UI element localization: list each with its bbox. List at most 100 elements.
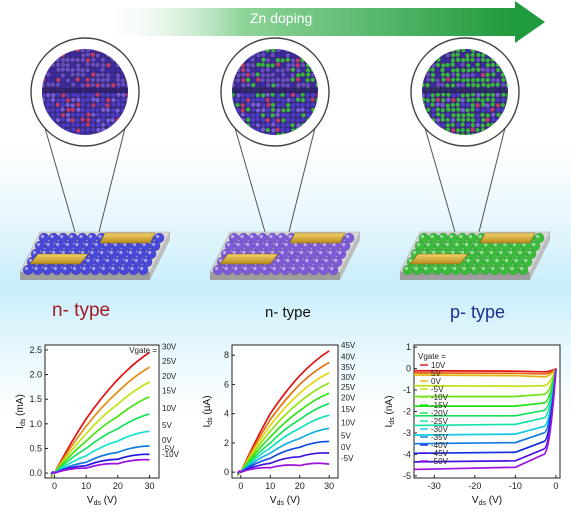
y-tick-label: -3 <box>403 428 411 438</box>
electrode-left <box>219 253 279 265</box>
series-curve--30V <box>414 368 557 436</box>
zoom-line <box>478 127 506 233</box>
y-tick-label: -4 <box>403 449 411 459</box>
nanocrystal-icon <box>42 49 128 135</box>
y-tick-label: 0 <box>224 467 229 477</box>
iv-chart-3: -30 -20 -10 0 1 0 -1 -2 -3 -4 -5 Vds (V) Ids (nA) Vga… <box>384 342 561 507</box>
substrate-side <box>530 232 550 280</box>
zoom-line <box>98 127 126 233</box>
zoom-line <box>288 127 316 233</box>
legend-entry: -35V <box>431 433 449 442</box>
series-curve-0V <box>414 368 557 378</box>
substrate-edge <box>400 272 530 280</box>
x-tick-label: 30 <box>144 481 154 491</box>
legend-entry: 20V <box>162 372 177 381</box>
legend-entry: -20V <box>431 409 449 418</box>
nanocrystal-icon <box>232 49 318 135</box>
series-curve--10V <box>414 368 557 398</box>
x-tick-label: 0 <box>553 481 558 491</box>
legend-entry: 35V <box>341 363 356 372</box>
legend-entry: -25V <box>431 417 449 426</box>
series-curve-5V <box>414 367 557 375</box>
legend-entry: 30V <box>341 373 356 382</box>
legend-entry: -30V <box>431 425 449 434</box>
arrow-label: Zn doping <box>250 10 313 26</box>
substrate-side <box>150 232 170 280</box>
arrow-head <box>515 1 545 43</box>
y-axis-label: Ids (nA) <box>384 396 396 428</box>
y-tick-label: 0.0 <box>29 468 42 478</box>
y-tick-label: -1 <box>403 385 411 395</box>
legend-entry: 15V <box>162 387 177 396</box>
legend-entry: 45V <box>341 341 356 350</box>
legend-entry: 15V <box>341 405 356 414</box>
legend-entry: -10V <box>162 450 180 459</box>
x-tick-label: 10 <box>81 481 91 491</box>
y-axis-label: Ids (µA) <box>202 395 214 427</box>
y-tick-label: 8 <box>224 350 229 360</box>
legend-entry: -10V <box>431 393 449 402</box>
legend-entry: 0V <box>341 443 351 452</box>
series-curve--35V <box>414 368 557 445</box>
series-curve--5V <box>414 368 557 388</box>
y-tick-label: -2 <box>403 407 411 417</box>
x-tick-label: 0 <box>238 481 243 491</box>
zoom-line <box>234 127 266 233</box>
legend-entry: 25V <box>341 383 356 392</box>
legend-title: Vgate = <box>129 346 157 355</box>
electrode-right <box>289 232 346 244</box>
x-tick-label: 0 <box>52 481 57 491</box>
legend-entry: 10V <box>341 418 356 427</box>
type-label-3: p- type <box>450 302 506 322</box>
x-axis-label: Vds (V) <box>87 495 117 507</box>
x-tick-label: -30 <box>428 481 441 491</box>
particle-panel-3 <box>399 37 551 280</box>
x-tick-label: 30 <box>324 481 334 491</box>
series-curve--15V <box>414 368 557 407</box>
electrode-right <box>479 232 536 244</box>
zn-doping-arrow <box>95 1 545 43</box>
x-tick-label: -10 <box>509 481 522 491</box>
legend-entry: 30V <box>162 342 177 351</box>
zoom-line <box>424 127 456 233</box>
series-curve--25V <box>414 368 557 427</box>
y-tick-label: 1.0 <box>29 419 42 429</box>
particle-panel-1 <box>19 37 171 280</box>
y-tick-label: 2.5 <box>29 345 42 355</box>
x-tick-label: 10 <box>265 481 275 491</box>
series-curve--5V <box>237 462 330 474</box>
legend-entry: 25V <box>162 357 177 366</box>
x-tick-label: -20 <box>468 481 481 491</box>
y-tick-label: 0.5 <box>29 443 42 453</box>
electrode-right <box>99 232 156 244</box>
arrow-shaft <box>95 8 515 36</box>
legend-entry: 5V <box>341 431 351 440</box>
series-curve--40V <box>414 368 557 455</box>
type-label-1: n- type <box>52 300 111 321</box>
legend-entry: -50V <box>431 457 449 466</box>
y-tick-label: 0 <box>406 364 411 374</box>
y-tick-label: 2 <box>224 438 229 448</box>
y-tick-label: -5 <box>403 471 411 481</box>
x-axis-label: Vds (V) <box>270 495 300 507</box>
y-tick-label: 6 <box>224 379 229 389</box>
substrate-edge <box>20 272 150 280</box>
legend-entry: -5V <box>341 454 354 463</box>
iv-chart-1: 0 10 20 30 0.0 0.5 1.0 1.5 2.0 2.5 Vds (V) Ids (mA)… <box>15 342 180 507</box>
legend-entry: 5V <box>162 421 172 430</box>
series-curve--20V <box>414 368 557 417</box>
particle-panel-2 <box>209 37 361 280</box>
legend-entry: 40V <box>341 353 356 362</box>
y-axis-label: Ids (mA) <box>15 394 27 429</box>
legend-entry: 10V <box>431 361 446 370</box>
electrode-left <box>29 253 89 265</box>
y-tick-label: 1 <box>406 342 411 352</box>
series-curve--10V <box>50 458 150 475</box>
legend-entry: -5V <box>431 385 444 394</box>
legend-entry: 0V <box>431 377 441 386</box>
legend-entry: -45V <box>431 449 449 458</box>
legend-entry: 20V <box>341 393 356 402</box>
legend-entry: 0V <box>162 436 172 445</box>
